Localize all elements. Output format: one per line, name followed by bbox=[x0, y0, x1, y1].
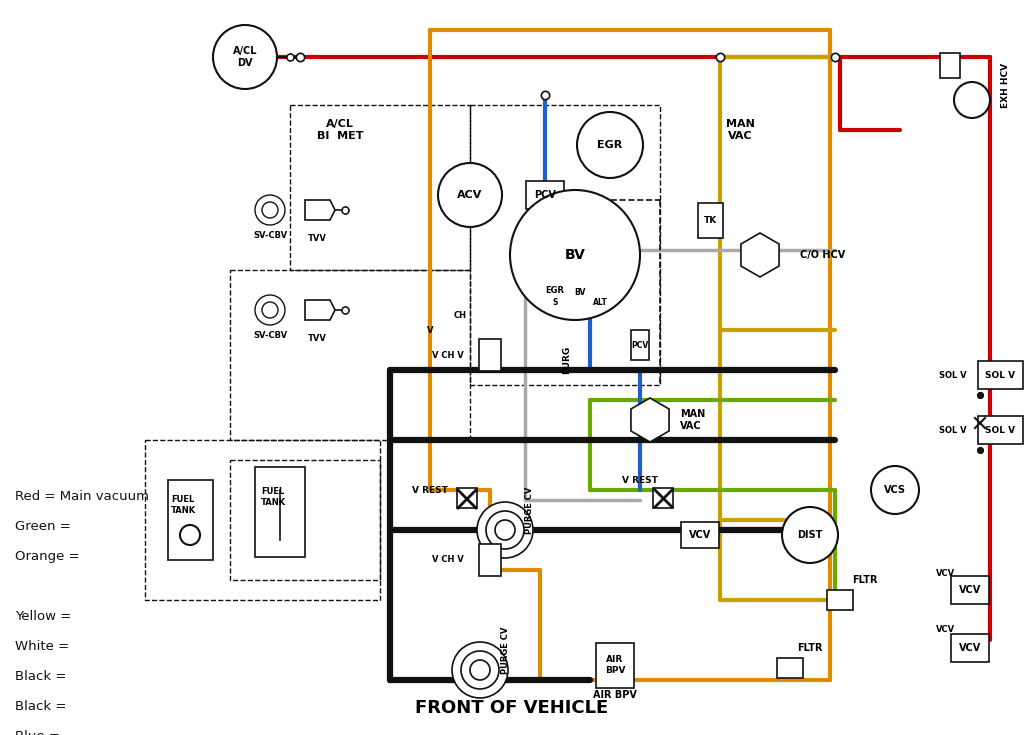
Text: Red = Main vacuum: Red = Main vacuum bbox=[15, 490, 150, 503]
Text: FLTR: FLTR bbox=[798, 643, 822, 653]
Bar bbox=[697, 203, 723, 237]
Circle shape bbox=[470, 660, 490, 680]
Text: Black =: Black = bbox=[15, 700, 67, 713]
Text: VCV: VCV bbox=[958, 643, 981, 653]
Bar bbox=[777, 658, 803, 678]
Text: CH: CH bbox=[454, 310, 467, 320]
Text: FUEL
TANK: FUEL TANK bbox=[170, 495, 196, 514]
Text: DIST: DIST bbox=[798, 530, 822, 540]
Text: V: V bbox=[427, 326, 433, 334]
Polygon shape bbox=[631, 398, 669, 442]
Circle shape bbox=[954, 82, 990, 118]
Bar bbox=[653, 488, 673, 508]
Circle shape bbox=[477, 502, 534, 558]
Bar bbox=[479, 339, 501, 371]
Circle shape bbox=[495, 520, 515, 540]
Bar bbox=[951, 634, 989, 662]
Bar bbox=[457, 488, 477, 508]
Text: Yellow =: Yellow = bbox=[15, 610, 72, 623]
Polygon shape bbox=[305, 300, 335, 320]
Text: PURGE CV: PURGE CV bbox=[501, 626, 510, 674]
Circle shape bbox=[452, 642, 508, 698]
Text: SOL V: SOL V bbox=[985, 426, 1015, 434]
Bar bbox=[827, 590, 853, 610]
Text: PURG: PURG bbox=[562, 346, 571, 374]
Bar bbox=[681, 522, 719, 548]
Text: V CH V: V CH V bbox=[432, 556, 464, 564]
Text: Orange =: Orange = bbox=[15, 550, 80, 563]
Text: VCV: VCV bbox=[958, 585, 981, 595]
Text: FUEL
TANK: FUEL TANK bbox=[260, 487, 286, 506]
Circle shape bbox=[438, 163, 502, 227]
Text: MAN
VAC: MAN VAC bbox=[680, 409, 706, 431]
Text: MAN
VAC: MAN VAC bbox=[726, 119, 755, 141]
Bar bbox=[940, 52, 961, 77]
Text: BV: BV bbox=[564, 248, 586, 262]
Text: C/O HCV: C/O HCV bbox=[800, 250, 845, 260]
Bar bbox=[631, 330, 649, 360]
Text: SV-CBV: SV-CBV bbox=[253, 231, 287, 240]
Circle shape bbox=[577, 112, 643, 178]
Bar bbox=[526, 181, 564, 209]
Circle shape bbox=[461, 651, 499, 689]
Bar bbox=[978, 416, 1023, 444]
Text: Green =: Green = bbox=[15, 520, 71, 533]
Circle shape bbox=[262, 302, 278, 318]
Text: V REST: V REST bbox=[622, 476, 658, 484]
Text: S: S bbox=[552, 298, 558, 306]
Text: A/CL
BI  MET: A/CL BI MET bbox=[316, 119, 364, 141]
Text: ALT: ALT bbox=[593, 298, 607, 306]
Text: VCV: VCV bbox=[689, 530, 711, 540]
Text: V CH V: V CH V bbox=[432, 351, 464, 359]
Text: SOL V: SOL V bbox=[939, 370, 967, 379]
Text: EGR: EGR bbox=[546, 285, 564, 295]
Text: VCV: VCV bbox=[936, 625, 955, 634]
Text: V REST: V REST bbox=[412, 486, 447, 495]
Bar bbox=[255, 467, 305, 557]
Text: SOL V: SOL V bbox=[985, 370, 1015, 379]
Circle shape bbox=[213, 25, 278, 89]
Text: PCV: PCV bbox=[632, 340, 648, 350]
Text: TVV: TVV bbox=[307, 234, 327, 243]
Text: BV: BV bbox=[574, 287, 586, 296]
Polygon shape bbox=[305, 200, 335, 220]
Circle shape bbox=[262, 202, 278, 218]
Text: TK: TK bbox=[703, 215, 717, 224]
Text: PCV: PCV bbox=[535, 190, 556, 200]
Text: A/CL
DV: A/CL DV bbox=[232, 46, 257, 68]
Bar bbox=[168, 480, 213, 560]
Text: VCV: VCV bbox=[936, 568, 955, 578]
Text: EXH HCV: EXH HCV bbox=[1000, 62, 1010, 107]
Text: TVV: TVV bbox=[307, 334, 327, 343]
Text: FRONT OF VEHICLE: FRONT OF VEHICLE bbox=[416, 699, 608, 717]
Polygon shape bbox=[741, 233, 779, 277]
Text: ACV: ACV bbox=[458, 190, 482, 200]
Text: FLTR: FLTR bbox=[852, 575, 878, 585]
Text: Blue =: Blue = bbox=[15, 730, 59, 735]
Text: VCS: VCS bbox=[884, 485, 906, 495]
Text: SV-CBV: SV-CBV bbox=[253, 331, 287, 340]
Text: SOL V: SOL V bbox=[939, 426, 967, 434]
Text: PURGE CV: PURGE CV bbox=[525, 487, 535, 534]
Bar bbox=[951, 576, 989, 604]
Text: Black =: Black = bbox=[15, 670, 67, 683]
Bar bbox=[978, 361, 1023, 389]
Circle shape bbox=[782, 507, 838, 563]
Text: AIR
BPV: AIR BPV bbox=[605, 656, 626, 675]
Bar bbox=[596, 642, 634, 687]
Circle shape bbox=[255, 195, 285, 225]
Bar bbox=[479, 544, 501, 576]
Text: White =: White = bbox=[15, 640, 70, 653]
Text: EGR: EGR bbox=[597, 140, 623, 150]
Circle shape bbox=[255, 295, 285, 325]
Circle shape bbox=[510, 190, 640, 320]
Circle shape bbox=[180, 525, 200, 545]
Circle shape bbox=[486, 511, 524, 549]
Circle shape bbox=[871, 466, 919, 514]
Text: AIR BPV: AIR BPV bbox=[593, 690, 637, 700]
